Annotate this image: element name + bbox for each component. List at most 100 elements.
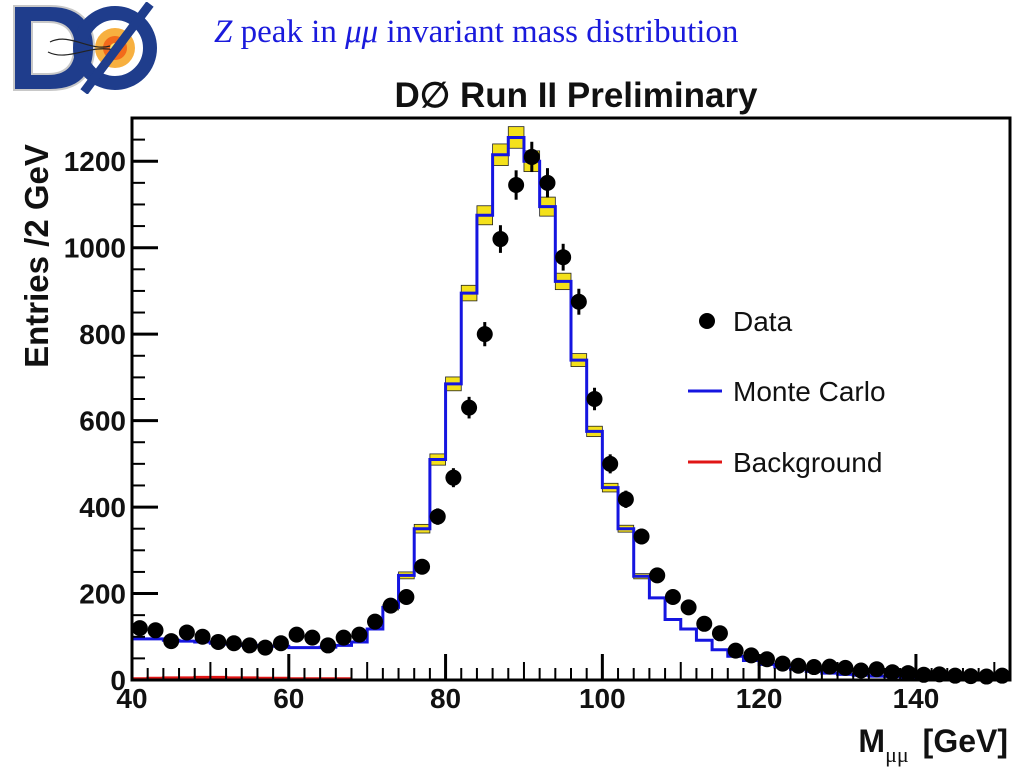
data-point [147, 622, 164, 639]
data-marker [962, 668, 979, 685]
data-point [225, 635, 242, 652]
data-marker [508, 177, 525, 194]
data-point [131, 620, 148, 637]
y-tick-label: 200 [79, 579, 126, 610]
data-marker [853, 662, 870, 679]
data-point [853, 662, 870, 679]
data-marker [570, 293, 587, 310]
data-marker [225, 635, 242, 652]
legend-data-marker [699, 313, 715, 329]
data-point [711, 625, 728, 642]
data-point [272, 635, 289, 652]
data-point [868, 661, 885, 678]
data-point [445, 468, 462, 488]
x-axis-label-sub: μμ [885, 742, 909, 767]
x-tick-label: 80 [430, 683, 461, 714]
data-marker [884, 664, 901, 681]
data-point [586, 387, 603, 411]
data-point [319, 637, 336, 654]
data-point [790, 657, 807, 674]
y-axis-label: Entries /2 GeV [18, 144, 55, 368]
data-point [194, 628, 211, 645]
data-marker [696, 615, 713, 632]
data-marker [727, 642, 744, 659]
data-point [758, 651, 775, 668]
data-point [649, 567, 666, 584]
data-marker [414, 558, 431, 575]
data-marker [680, 599, 697, 616]
data-marker [367, 613, 384, 630]
x-axis-label: Mμμ [GeV] [858, 723, 1008, 767]
logo-slash [80, 2, 154, 94]
legend-bkg-label: Background [733, 447, 882, 478]
data-marker [194, 628, 211, 645]
x-tick-label: 40 [116, 683, 147, 714]
data-marker [476, 326, 493, 343]
data-marker [288, 626, 305, 643]
data-marker [351, 626, 368, 643]
data-marker [790, 657, 807, 674]
data-point [837, 659, 854, 676]
data-point [570, 288, 587, 315]
data-marker [492, 231, 509, 248]
data-point [931, 666, 948, 683]
data-point [664, 588, 681, 605]
data-marker [131, 620, 148, 637]
data-points-layer [131, 141, 1011, 685]
data-point [884, 664, 901, 681]
data-marker [147, 622, 164, 639]
data-point [461, 396, 478, 419]
x-tick-label: 60 [273, 683, 304, 714]
data-marker [617, 491, 634, 508]
data-marker [461, 399, 478, 416]
data-point [210, 633, 227, 650]
data-marker [163, 633, 180, 650]
data-marker [445, 469, 462, 486]
data-marker [868, 661, 885, 678]
data-marker [319, 637, 336, 654]
data-point [429, 508, 446, 525]
title-z: Z [214, 14, 233, 50]
data-point [414, 558, 431, 575]
data-point [367, 613, 384, 630]
data-marker [178, 624, 195, 641]
mc-series-line [132, 135, 1010, 680]
data-point [696, 615, 713, 632]
title-peak-in: peak in [232, 14, 346, 50]
data-marker [649, 567, 666, 584]
legend: Data Monte Carlo Background [688, 306, 886, 478]
data-marker [806, 659, 823, 676]
data-marker [210, 633, 227, 650]
data-marker [523, 148, 540, 165]
y-tick-label: 1000 [64, 233, 126, 264]
data-point [257, 639, 274, 656]
x-axis-label-unit: [GeV] [923, 723, 1008, 759]
data-marker [711, 625, 728, 642]
data-marker [664, 588, 681, 605]
data-point [727, 642, 744, 659]
data-marker [272, 635, 289, 652]
y-tick-label: 1200 [64, 146, 126, 177]
legend-data-label: Data [733, 306, 793, 337]
data-point [743, 647, 760, 664]
chart-title: D∅ Run II Preliminary [394, 76, 758, 115]
data-marker [931, 666, 948, 683]
data-marker [774, 655, 791, 672]
logo-letter-o [73, 6, 157, 90]
data-point [602, 454, 619, 474]
data-point [476, 322, 493, 347]
data-point [539, 168, 556, 198]
data-point [382, 597, 399, 614]
data-point [288, 626, 305, 643]
data-point [900, 665, 917, 682]
y-tick-label: 0 [110, 665, 126, 696]
data-point [680, 599, 697, 616]
data-point [555, 243, 572, 271]
data-marker [555, 249, 572, 266]
data-point [241, 637, 258, 654]
y-tick-label: 600 [79, 406, 126, 437]
data-point [806, 659, 823, 676]
data-point [351, 626, 368, 643]
data-marker [586, 391, 603, 407]
data-marker [900, 665, 917, 682]
